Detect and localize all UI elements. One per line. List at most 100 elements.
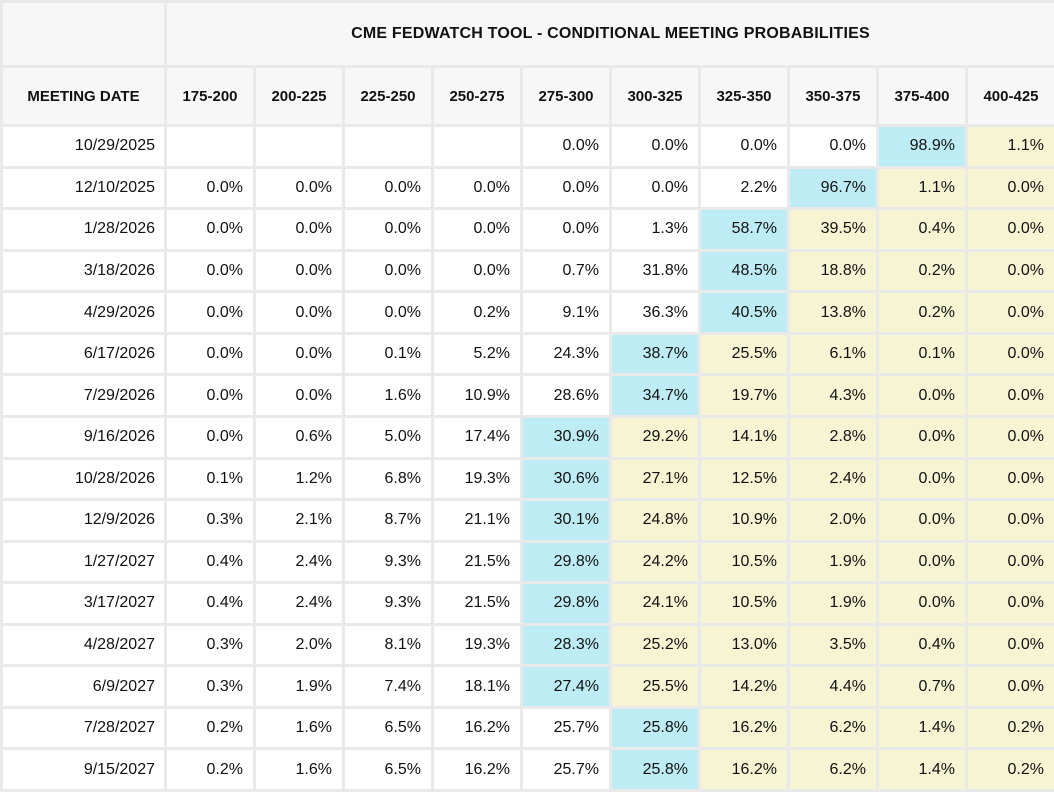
corner-cell xyxy=(3,3,164,65)
probability-cell: 0.0% xyxy=(523,168,609,208)
probability-cell: 0.0% xyxy=(968,210,1054,249)
probability-cell: 27.4% xyxy=(523,667,609,706)
probability-cell: 10.5% xyxy=(701,542,787,582)
probability-cell: 27.1% xyxy=(612,459,698,499)
meeting-date-cell: 4/29/2026 xyxy=(3,293,164,332)
table-row: 3/17/2027 0.4% 2.4% 9.3% 21.5% 29.8% 24.1% 10.5… xyxy=(3,584,1054,623)
table-row: 6/9/2027 0.3% 1.9% 7.4% 18.1% 27.4% 25.5% 14.2%… xyxy=(3,667,1054,706)
probability-cell: 21.5% xyxy=(434,584,520,623)
probability-cell: 10.9% xyxy=(701,501,787,540)
probability-cell: 8.7% xyxy=(345,501,431,540)
probability-cell: 28.6% xyxy=(523,376,609,415)
meeting-date-cell: 10/29/2025 xyxy=(3,127,164,166)
probability-cell: 0.0% xyxy=(167,168,253,208)
probability-cell: 0.0% xyxy=(167,210,253,249)
probability-cell: 5.0% xyxy=(345,417,431,457)
probability-cell: 10.9% xyxy=(434,376,520,415)
probability-cell: 0.0% xyxy=(167,293,253,332)
probability-cell: 16.2% xyxy=(434,708,520,748)
probability-cell: 12.5% xyxy=(701,459,787,499)
probability-cell: 18.1% xyxy=(434,667,520,706)
probability-cell: 14.1% xyxy=(701,417,787,457)
probability-cell: 16.2% xyxy=(701,750,787,789)
meeting-date-cell: 6/9/2027 xyxy=(3,667,164,706)
probability-cell: 24.2% xyxy=(612,542,698,582)
probability-cell: 0.0% xyxy=(256,168,342,208)
probability-cell: 0.0% xyxy=(968,501,1054,540)
meeting-date-cell: 12/10/2025 xyxy=(3,168,164,208)
probability-cell: 4.3% xyxy=(790,376,876,415)
rate-range-header: 225-250 xyxy=(345,68,431,124)
rate-range-header: 250-275 xyxy=(434,68,520,124)
probability-cell: 0.0% xyxy=(968,168,1054,208)
meeting-date-cell: 3/18/2026 xyxy=(3,251,164,291)
probability-cell: 0.0% xyxy=(879,376,965,415)
probability-cell: 0.0% xyxy=(968,667,1054,706)
probability-cell: 58.7% xyxy=(701,210,787,249)
probability-cell xyxy=(256,127,342,166)
probability-cell: 28.3% xyxy=(523,625,609,665)
title-row: CME FEDWATCH TOOL - CONDITIONAL MEETING … xyxy=(3,3,1054,65)
probability-cell: 31.8% xyxy=(612,251,698,291)
probability-cell: 2.4% xyxy=(790,459,876,499)
meeting-date-cell: 9/15/2027 xyxy=(3,750,164,789)
table-row: 4/29/2026 0.0% 0.0% 0.0% 0.2% 9.1% 36.3% 40.5% 1… xyxy=(3,293,1054,332)
probability-cell: 9.3% xyxy=(345,584,431,623)
probability-cell: 6.1% xyxy=(790,334,876,374)
meeting-date-cell: 1/28/2026 xyxy=(3,210,164,249)
table-title: CME FEDWATCH TOOL - CONDITIONAL MEETING … xyxy=(167,3,1054,65)
probability-cell: 6.8% xyxy=(345,459,431,499)
rate-range-header: 275-300 xyxy=(523,68,609,124)
probability-cell: 0.0% xyxy=(345,293,431,332)
rate-range-header: 200-225 xyxy=(256,68,342,124)
table-row: 9/16/2026 0.0% 0.6% 5.0% 17.4% 30.9% 29.2% 14.1… xyxy=(3,417,1054,457)
rate-range-header: 375-400 xyxy=(879,68,965,124)
probability-cell: 0.2% xyxy=(968,708,1054,748)
probability-cell: 0.0% xyxy=(167,251,253,291)
probability-cell: 1.3% xyxy=(612,210,698,249)
table-row: 7/28/2027 0.2% 1.6% 6.5% 16.2% 25.7% 25.8% 16.2… xyxy=(3,708,1054,748)
meeting-date-cell: 7/29/2026 xyxy=(3,376,164,415)
probability-cell: 0.0% xyxy=(968,376,1054,415)
probability-cell: 16.2% xyxy=(701,708,787,748)
meeting-date-header: MEETING DATE xyxy=(3,68,164,124)
probability-cell: 25.2% xyxy=(612,625,698,665)
probability-cell: 5.2% xyxy=(434,334,520,374)
probability-cell: 25.8% xyxy=(612,708,698,748)
table-row: 3/18/2026 0.0% 0.0% 0.0% 0.0% 0.7% 31.8% 48.5% 1… xyxy=(3,251,1054,291)
probability-cell: 13.8% xyxy=(790,293,876,332)
probability-cell: 0.0% xyxy=(968,293,1054,332)
probability-cell: 0.2% xyxy=(879,251,965,291)
probability-cell: 0.0% xyxy=(256,334,342,374)
probability-cell: 0.0% xyxy=(968,584,1054,623)
probability-cell: 1.4% xyxy=(879,750,965,789)
probability-cell: 0.0% xyxy=(256,251,342,291)
probability-cell: 0.0% xyxy=(434,168,520,208)
probability-cell: 16.2% xyxy=(434,750,520,789)
probability-cell: 0.0% xyxy=(879,417,965,457)
probability-cell: 1.6% xyxy=(256,708,342,748)
probability-cell: 0.2% xyxy=(968,750,1054,789)
probability-cell: 6.2% xyxy=(790,708,876,748)
probability-cell: 10.5% xyxy=(701,584,787,623)
rate-range-header: 300-325 xyxy=(612,68,698,124)
probability-cell: 1.6% xyxy=(345,376,431,415)
probability-cell: 0.2% xyxy=(167,750,253,789)
probability-cell: 2.0% xyxy=(790,501,876,540)
probability-cell: 0.0% xyxy=(879,459,965,499)
probability-cell: 7.4% xyxy=(345,667,431,706)
probability-cell: 0.0% xyxy=(167,376,253,415)
probability-cell: 0.0% xyxy=(434,251,520,291)
rate-range-header: 325-350 xyxy=(701,68,787,124)
probability-cell: 6.5% xyxy=(345,708,431,748)
rate-range-header: 175-200 xyxy=(167,68,253,124)
probability-cell: 0.0% xyxy=(345,251,431,291)
header-row: MEETING DATE 175-200 200-225 225-250 250-27… xyxy=(3,68,1054,124)
probability-cell: 2.4% xyxy=(256,584,342,623)
probability-cell: 0.0% xyxy=(167,334,253,374)
probability-cell: 1.9% xyxy=(790,584,876,623)
probability-cell: 19.7% xyxy=(701,376,787,415)
probability-cell: 0.1% xyxy=(879,334,965,374)
probability-cell: 4.4% xyxy=(790,667,876,706)
probability-cell: 0.2% xyxy=(879,293,965,332)
